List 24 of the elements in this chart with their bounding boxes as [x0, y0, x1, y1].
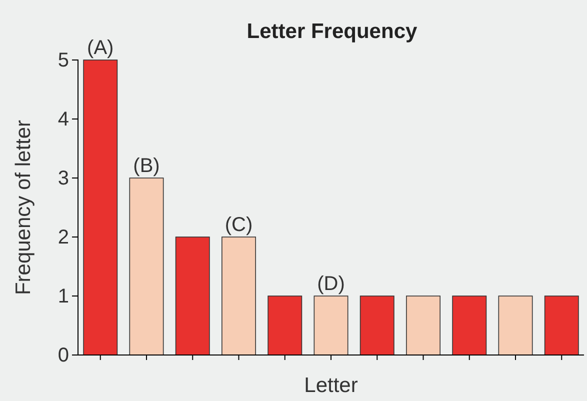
- y-tick-label: 5: [58, 49, 69, 72]
- x-axis-title: Letter: [304, 374, 358, 397]
- data-label: (B): [133, 155, 160, 177]
- y-axis-title: Frequency of letter: [12, 120, 35, 296]
- bar: [175, 236, 210, 356]
- bar: [268, 296, 302, 356]
- bar: [406, 296, 440, 356]
- data-label: (D): [317, 273, 345, 295]
- chart-title: Letter Frequency: [246, 20, 418, 43]
- y-tick-label: 1: [58, 285, 69, 308]
- bar: [222, 236, 256, 356]
- bar: [544, 296, 579, 356]
- data-label: (C): [224, 214, 253, 236]
- bar: [452, 296, 487, 356]
- bar: [314, 296, 348, 356]
- bar: [129, 178, 164, 356]
- y-tick-label: 4: [58, 108, 69, 130]
- bar: [83, 60, 118, 356]
- bar: [498, 296, 533, 356]
- bar: [360, 296, 394, 356]
- data-label: (A): [87, 37, 114, 59]
- y-tick-label: 3: [58, 167, 69, 190]
- y-tick-label: 0: [58, 344, 69, 366]
- y-tick-label: 2: [58, 226, 69, 248]
